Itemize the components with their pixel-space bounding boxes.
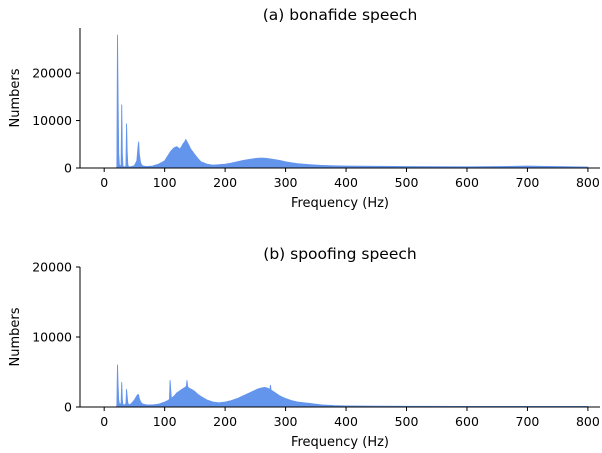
x-tick-label: 400 — [334, 414, 358, 429]
y-tick-label: 0 — [64, 400, 72, 415]
y-axis-label: Numbers — [8, 307, 23, 366]
x-tick-label: 0 — [100, 414, 108, 429]
x-axis-label: Frequency (Hz) — [291, 196, 389, 211]
x-tick-label: 600 — [455, 414, 479, 429]
x-axis-label: Frequency (Hz) — [291, 435, 389, 450]
chart-title: (b) spoofing speech — [263, 245, 416, 263]
x-tick-label: 800 — [576, 414, 600, 429]
y-tick-label: 10000 — [32, 113, 72, 128]
x-tick-label: 300 — [274, 175, 298, 190]
x-tick-label: 0 — [100, 175, 108, 190]
y-tick-label: 20000 — [32, 260, 72, 275]
series-area — [115, 364, 589, 408]
series-area — [115, 34, 589, 169]
axes-frame — [79, 28, 600, 169]
x-tick-label: 400 — [334, 175, 358, 190]
axes-frame — [79, 267, 600, 408]
y-tick-label: 0 — [64, 161, 72, 176]
x-tick-label: 100 — [153, 175, 177, 190]
x-tick-label: 600 — [455, 175, 479, 190]
x-tick-label: 200 — [213, 414, 237, 429]
y-tick-label: 10000 — [32, 330, 72, 345]
y-axis-label: Numbers — [8, 68, 23, 127]
x-tick-label: 700 — [516, 414, 540, 429]
x-tick-label: 800 — [576, 175, 600, 190]
x-tick-label: 700 — [516, 175, 540, 190]
x-tick-label: 200 — [213, 175, 237, 190]
panel-spoofing: (b) spoofing speech Frequency (Hz) Numbe… — [8, 245, 600, 450]
x-tick-label: 300 — [274, 414, 298, 429]
x-tick-label: 500 — [395, 175, 419, 190]
chart-title: (a) bonafide speech — [263, 6, 418, 24]
panel-bonafide: (a) bonafide speech Frequency (Hz) Numbe… — [8, 6, 600, 211]
y-tick-label: 20000 — [32, 66, 72, 81]
x-tick-label: 100 — [153, 414, 177, 429]
tick-group: 0 100 200 300 400 500 600 700 800 0 10000 20000 — [32, 260, 600, 430]
x-tick-label: 500 — [395, 414, 419, 429]
tick-group: 0 100 200 300 400 500 600 700 800 0 10000 20000 — [32, 66, 600, 190]
